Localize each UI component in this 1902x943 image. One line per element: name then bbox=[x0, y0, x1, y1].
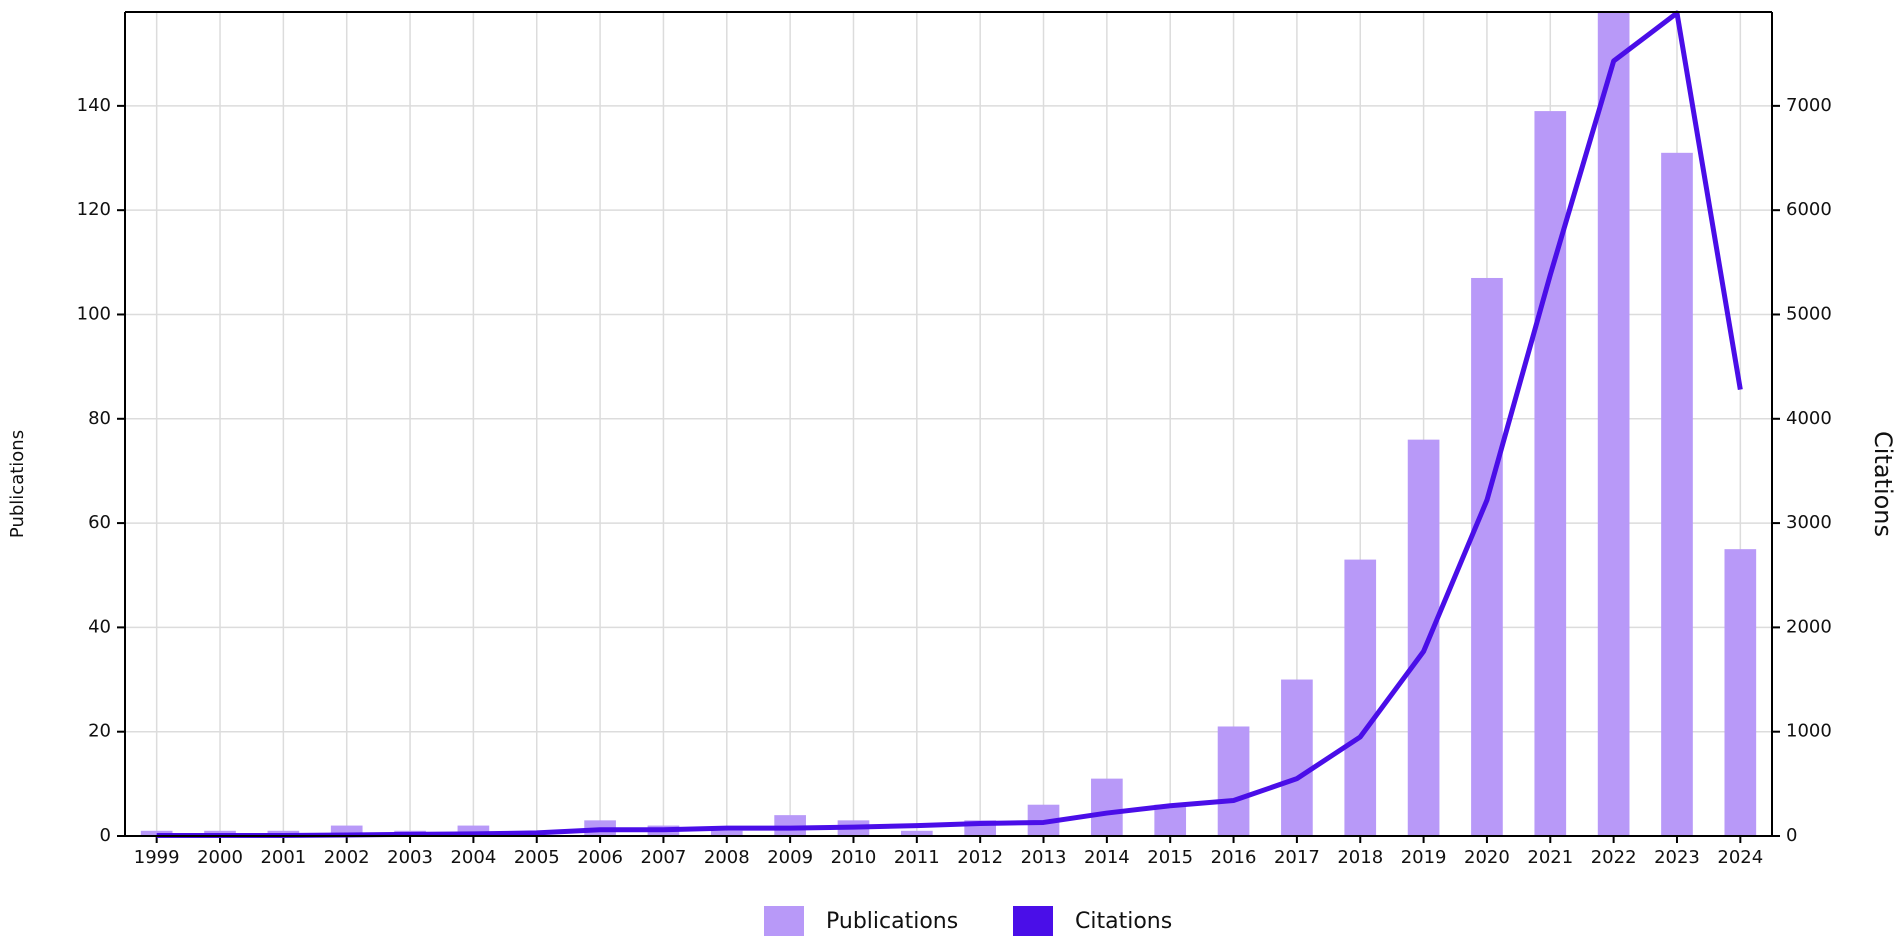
x-tick-label: 2000 bbox=[197, 847, 243, 868]
legend-label: Publications bbox=[826, 909, 958, 934]
x-tick-label: 2012 bbox=[957, 847, 1003, 868]
x-tick-label: 2023 bbox=[1654, 847, 1700, 868]
x-tick-label: 2008 bbox=[704, 847, 750, 868]
x-tick-label: 2006 bbox=[577, 847, 623, 868]
y-tick-label: 0 bbox=[100, 825, 111, 846]
x-tick-label: 2011 bbox=[894, 847, 940, 868]
x-tick-label: 2010 bbox=[831, 847, 877, 868]
bar bbox=[1281, 679, 1313, 836]
x-tick-label: 2021 bbox=[1527, 847, 1573, 868]
bar bbox=[1661, 152, 1693, 836]
legend-swatch bbox=[764, 906, 804, 936]
y-tick-label: 40 bbox=[88, 616, 111, 637]
bar bbox=[1534, 111, 1567, 836]
y2-tick-label: 2000 bbox=[1786, 616, 1832, 637]
x-tick-label: 2005 bbox=[514, 847, 560, 868]
x-tick-label: 2017 bbox=[1274, 847, 1320, 868]
x-tick-label: 2014 bbox=[1084, 847, 1130, 868]
bar bbox=[710, 830, 743, 836]
bar bbox=[774, 815, 806, 836]
bar bbox=[457, 825, 490, 836]
bar bbox=[1091, 778, 1123, 836]
legend-label: Citations bbox=[1075, 909, 1172, 934]
x-tick-label: 2003 bbox=[387, 847, 433, 868]
x-tick-label: 2001 bbox=[260, 847, 306, 868]
legend-swatch bbox=[1013, 906, 1053, 936]
bar bbox=[1597, 12, 1630, 836]
y-tick-label: 120 bbox=[77, 199, 111, 220]
y-tick-label: 20 bbox=[88, 721, 111, 742]
x-tick-label: 2013 bbox=[1021, 847, 1067, 868]
x-tick-label: 1999 bbox=[134, 847, 180, 868]
bar bbox=[1217, 726, 1250, 836]
y2-tick-label: 1000 bbox=[1786, 721, 1832, 742]
y-tick-label: 80 bbox=[88, 408, 111, 429]
y2-tick-label: 6000 bbox=[1786, 199, 1832, 220]
bar bbox=[1407, 439, 1440, 836]
y-axis-title: Publications bbox=[7, 430, 28, 538]
x-tick-label: 2004 bbox=[450, 847, 496, 868]
y2-tick-label: 7000 bbox=[1786, 95, 1832, 116]
x-tick-label: 2019 bbox=[1401, 847, 1447, 868]
x-tick-label: 2002 bbox=[324, 847, 370, 868]
bar bbox=[1471, 277, 1503, 836]
x-tick-label: 2024 bbox=[1717, 847, 1763, 868]
y-tick-label: 140 bbox=[77, 95, 111, 116]
y2-tick-label: 5000 bbox=[1786, 303, 1832, 324]
x-tick-label: 2020 bbox=[1464, 847, 1510, 868]
bar bbox=[1154, 804, 1187, 836]
y2-tick-label: 4000 bbox=[1786, 408, 1832, 429]
y2-tick-label: 0 bbox=[1786, 825, 1797, 846]
bar bbox=[330, 825, 363, 836]
bar bbox=[140, 830, 173, 836]
y2-tick-label: 3000 bbox=[1786, 512, 1832, 533]
bar bbox=[1724, 549, 1757, 836]
x-tick-label: 2007 bbox=[641, 847, 687, 868]
x-tick-label: 2022 bbox=[1591, 847, 1637, 868]
x-tick-label: 2016 bbox=[1211, 847, 1257, 868]
y-tick-label: 100 bbox=[77, 303, 111, 324]
y2-axis-title: Citations bbox=[1869, 431, 1897, 537]
x-tick-label: 2009 bbox=[767, 847, 813, 868]
bar bbox=[900, 830, 933, 836]
line bbox=[156, 10, 1743, 838]
x-tick-label: 2018 bbox=[1337, 847, 1383, 868]
x-tick-label: 2015 bbox=[1147, 847, 1193, 868]
bar bbox=[1344, 559, 1377, 836]
y-tick-label: 60 bbox=[88, 512, 111, 533]
